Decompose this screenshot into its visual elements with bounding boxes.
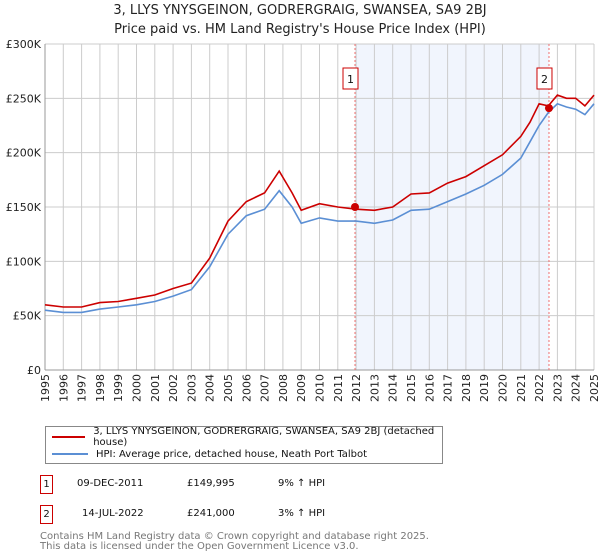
- x-tick-label: 2020: [497, 374, 510, 402]
- x-tick-label: 2016: [423, 374, 436, 402]
- x-tick-label: 2003: [185, 374, 198, 402]
- x-tick-label: 2006: [240, 374, 253, 402]
- series-line: [44, 102, 595, 314]
- x-tick-label: 2008: [277, 374, 290, 402]
- x-tick-label: 2014: [387, 374, 400, 402]
- sale-label-box: [536, 67, 553, 90]
- x-tick-label: 1998: [94, 374, 107, 402]
- transaction-date: 14-JUL-2022: [82, 508, 144, 519]
- legend-item-property: 3, LLYS YNYSGEINON, GODRERGRAIG, SWANSEA…: [52, 426, 442, 448]
- x-tick-label: 1996: [57, 374, 70, 402]
- y-tick-label: £50K: [13, 310, 42, 323]
- sale-label: 2: [541, 73, 548, 86]
- y-tick-label: £200K: [6, 147, 42, 160]
- sale-label: 1: [347, 73, 354, 86]
- x-tick-label: 2019: [478, 374, 491, 402]
- transaction-price: £149,995: [187, 478, 235, 489]
- chart-title: 3, LLYS YNYSGEINON, GODRERGRAIG, SWANSEA…: [113, 3, 487, 18]
- sale-point: [351, 203, 360, 212]
- x-tick-label: 2017: [442, 374, 455, 402]
- marker-badge: 1: [40, 475, 53, 494]
- x-tick-label: 2009: [295, 374, 308, 402]
- x-tick-label: 2013: [368, 374, 381, 402]
- x-tick-label: 2021: [515, 374, 528, 402]
- x-tick-label: 1999: [112, 374, 125, 402]
- y-tick-label: £150K: [6, 201, 42, 214]
- y-tick-label: £250K: [6, 92, 42, 105]
- y-tick-label: £300K: [6, 38, 42, 51]
- x-tick-label: 2002: [167, 374, 180, 402]
- chart-subtitle: Price paid vs. HM Land Registry's House …: [114, 22, 486, 37]
- x-tick-label: 1995: [39, 374, 52, 402]
- marker-badge: 2: [40, 505, 53, 524]
- legend-item-hpi: HPI: Average price, detached house, Neat…: [52, 447, 367, 461]
- x-tick-label: 2010: [314, 374, 327, 402]
- transaction-price: £241,000: [187, 508, 235, 519]
- x-tick-label: 2007: [259, 374, 272, 402]
- legend: 3, LLYS YNYSGEINON, GODRERGRAIG, SWANSEA…: [45, 426, 443, 464]
- x-tick-label: 2012: [350, 374, 363, 402]
- x-tick-label: 1997: [76, 374, 89, 402]
- x-tick-label: 2018: [460, 374, 473, 402]
- legend-label: HPI: Average price, detached house, Neat…: [96, 448, 368, 460]
- footer-licence: This data is licensed under the Open Gov…: [40, 541, 359, 552]
- x-tick-label: 2001: [149, 374, 162, 402]
- legend-line-blue: [52, 453, 88, 455]
- x-tick-label: 2015: [405, 374, 418, 402]
- x-tick-label: 2025: [588, 374, 600, 402]
- x-tick-label: 2024: [570, 374, 583, 402]
- x-tick-label: 2022: [533, 374, 546, 402]
- x-tick-label: 2000: [131, 374, 144, 402]
- y-tick-label: £100K: [6, 255, 42, 268]
- x-tick-label: 2023: [551, 374, 564, 402]
- y-tick-label: £0: [27, 364, 41, 377]
- x-tick-label: 2005: [222, 374, 235, 402]
- x-tick-label: 2004: [204, 374, 217, 402]
- legend-line-red: [52, 436, 86, 438]
- series-line: [44, 94, 595, 308]
- transaction-hpi: 3% ↑ HPI: [278, 508, 326, 519]
- legend-label: 3, LLYS YNYSGEINON, GODRERGRAIG, SWANSEA…: [93, 426, 435, 448]
- transaction-date: 09-DEC-2011: [77, 478, 144, 489]
- sale-label-box: [342, 67, 359, 90]
- x-tick-label: 2011: [332, 374, 345, 402]
- transaction-hpi: 9% ↑ HPI: [278, 478, 326, 489]
- sale-point: [544, 104, 553, 113]
- footer-copyright: Contains HM Land Registry data © Crown c…: [40, 531, 429, 542]
- chart: 1995 1996 1997 1998 1999 2000 2001 2002 2003 2004…: [6, 38, 600, 402]
